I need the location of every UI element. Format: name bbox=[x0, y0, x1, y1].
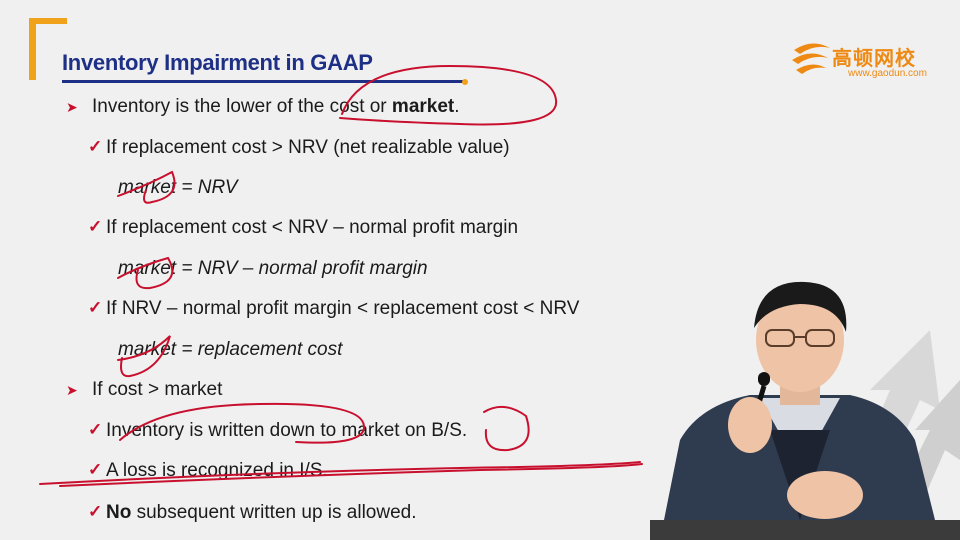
gaodun-logo: 高顿网校 www.gaodun.com bbox=[790, 40, 940, 86]
bullet-line-11: No subsequent written up is allowed. bbox=[106, 502, 417, 524]
bullet-line-3: market = NRV bbox=[118, 177, 238, 198]
check-icon: ✓ bbox=[88, 137, 103, 156]
bullet-text: Inventory is the lower of the cost or bbox=[92, 96, 392, 117]
bullet-text: subsequent written up is allowed. bbox=[131, 502, 417, 523]
bullet-line-6: If NRV – normal profit margin < replacem… bbox=[106, 298, 580, 319]
bullet-bold-text: market bbox=[391, 96, 455, 117]
bullet-line-5: market = NRV – normal profit margin bbox=[118, 258, 428, 279]
logo-url-text: www.gaodun.com bbox=[848, 68, 927, 79]
bullet-line-10: A loss is recognized in I/S. bbox=[106, 460, 328, 481]
arrow-bullet-icon: ➤ bbox=[66, 99, 78, 115]
logo-brand-text: 高顿网校 bbox=[832, 46, 916, 70]
check-icon: ✓ bbox=[88, 298, 103, 317]
check-icon: ✓ bbox=[88, 217, 103, 236]
bullet-line-1: Inventory is the lower of the cost or ma… bbox=[92, 96, 460, 118]
check-icon: ✓ bbox=[88, 460, 103, 479]
check-icon: ✓ bbox=[88, 502, 103, 521]
title-underline-dot bbox=[462, 79, 468, 85]
check-icon: ✓ bbox=[88, 420, 103, 439]
bullet-text: . bbox=[454, 96, 460, 117]
bullet-line-9: Inventory is written down to market on B… bbox=[106, 420, 468, 441]
bullet-line-7: market = replacement cost bbox=[118, 339, 343, 360]
title-underline bbox=[62, 80, 466, 83]
presenter-video bbox=[660, 281, 940, 540]
bullet-bold-text: No bbox=[106, 502, 132, 523]
logo-swoosh-icon bbox=[792, 43, 830, 74]
bullet-line-8: If cost > market bbox=[92, 379, 223, 400]
arrow-bullet-icon: ➤ bbox=[66, 382, 78, 398]
title-frame-horizontal bbox=[29, 18, 67, 24]
podium bbox=[650, 520, 960, 540]
title-frame-vertical bbox=[29, 18, 36, 80]
slide-title: Inventory Impairment in GAAP bbox=[62, 50, 373, 75]
bullet-line-4: If replacement cost < NRV – normal profi… bbox=[106, 217, 519, 238]
bullet-line-2: If replacement cost > NRV (net realizabl… bbox=[106, 137, 510, 158]
